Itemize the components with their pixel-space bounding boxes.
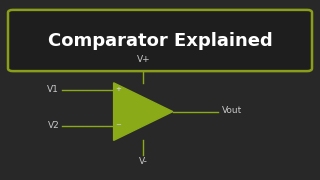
Text: −: − [115,122,121,128]
Text: +: + [115,86,121,92]
Text: Comparator Explained: Comparator Explained [48,31,272,50]
Polygon shape [114,83,173,140]
Text: V1: V1 [47,85,59,94]
FancyBboxPatch shape [8,10,312,71]
Text: V+: V+ [137,55,150,64]
Text: V2: V2 [47,121,59,130]
Text: V-: V- [139,158,148,166]
Text: Vout: Vout [222,106,243,115]
